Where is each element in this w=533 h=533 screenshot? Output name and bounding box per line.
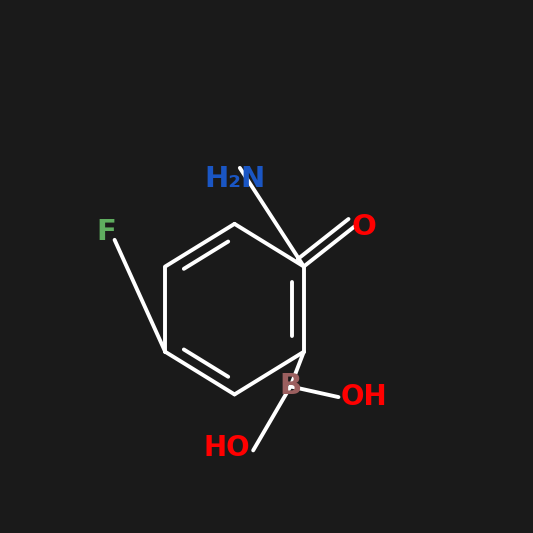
Text: O: O bbox=[352, 213, 376, 240]
Text: OH: OH bbox=[341, 383, 387, 411]
Text: B: B bbox=[279, 373, 302, 400]
Text: HO: HO bbox=[204, 434, 251, 462]
Text: F: F bbox=[96, 218, 117, 246]
Text: H₂N: H₂N bbox=[204, 165, 265, 192]
